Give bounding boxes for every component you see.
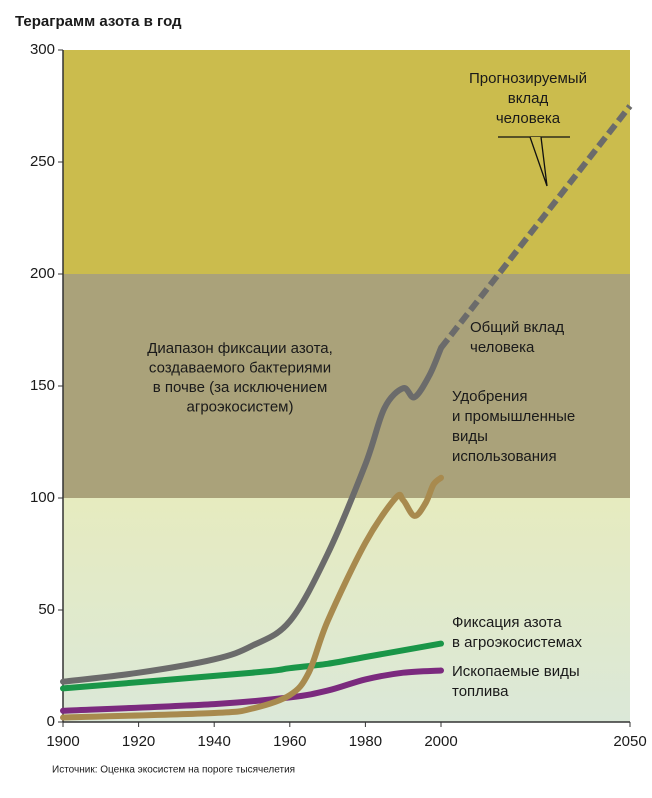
x-tick-label: 2000	[424, 733, 457, 750]
series-line	[60, 474, 444, 721]
x-tick-label: 1900	[46, 733, 79, 750]
series-label: топлива	[452, 683, 509, 700]
upper-band	[63, 50, 630, 274]
series-label: человека	[470, 339, 535, 356]
y-tick-label: 0	[47, 713, 55, 730]
x-tick-label: 2050	[613, 733, 646, 750]
series-label: Общий вклад	[470, 319, 564, 336]
pointer	[529, 136, 548, 187]
y-tick-label: 100	[30, 489, 55, 506]
series-label: вклад	[508, 90, 549, 107]
series-line	[60, 640, 444, 692]
y-tick-label: 250	[30, 153, 55, 170]
fixation-band	[63, 274, 630, 498]
x-tick-label: 1980	[349, 733, 382, 750]
series-label: в агроэкосистемах	[452, 634, 582, 651]
lower-band	[63, 498, 630, 722]
series-label: виды	[452, 428, 488, 445]
series-label: Прогнозируемый	[469, 70, 587, 87]
source: Источник: Оценка экосистем на пороге тыс…	[52, 765, 295, 776]
chart-title: Тераграмм азота в год	[15, 13, 182, 30]
series-label: Фиксация азота	[452, 614, 562, 631]
series-label: использования	[452, 448, 557, 465]
x-tick-label: 1920	[122, 733, 155, 750]
band-label: агроэкосистем)	[187, 398, 294, 415]
series-label: Удобрения	[452, 388, 528, 405]
y-tick-label: 150	[30, 377, 55, 394]
series-line	[60, 667, 444, 714]
series-line	[60, 344, 444, 685]
y-tick-label: 200	[30, 265, 55, 282]
x-tick-label: 1940	[198, 733, 231, 750]
band-label: создаваемого бактериями	[149, 359, 331, 376]
series-label: Ископаемые виды	[452, 663, 580, 680]
band-label: в почве (за исключением	[153, 379, 328, 396]
y-tick-label: 300	[30, 41, 55, 58]
x-tick-label: 1960	[273, 733, 306, 750]
y-tick-label: 50	[38, 601, 55, 618]
series-label: и промышленные	[452, 408, 575, 425]
band-label: Диапазон фиксации азота,	[147, 340, 333, 357]
series-line	[438, 104, 633, 350]
series-label: человека	[496, 110, 561, 127]
